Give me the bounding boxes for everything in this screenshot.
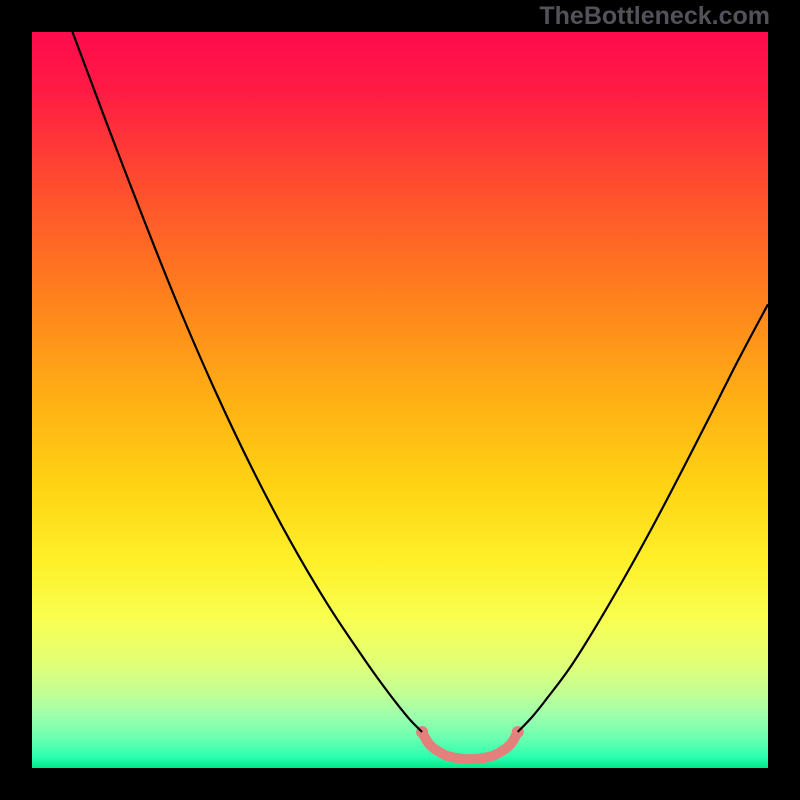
curve-right bbox=[518, 304, 768, 732]
chart-frame: TheBottleneck.com bbox=[0, 0, 800, 800]
watermark-text: TheBottleneck.com bbox=[539, 2, 770, 31]
trough-marker-line bbox=[422, 732, 518, 759]
curve-left bbox=[72, 32, 422, 732]
curve-layer bbox=[32, 32, 768, 768]
plot-area bbox=[32, 32, 768, 768]
